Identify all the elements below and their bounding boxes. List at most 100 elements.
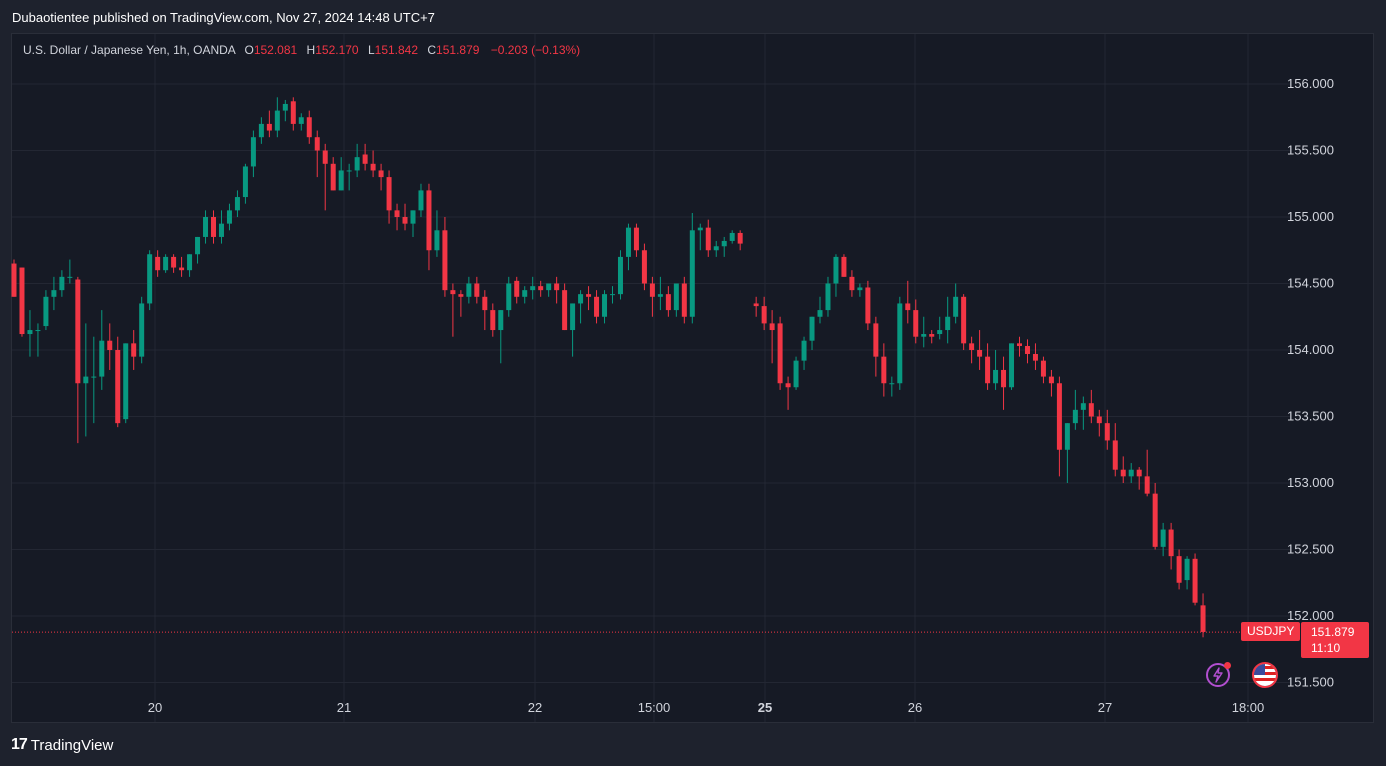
candle	[442, 217, 448, 297]
published-header: Dubaotientee published on TradingView.co…	[12, 10, 435, 25]
candle-body	[1088, 403, 1094, 417]
candle	[1048, 369, 1054, 397]
tradingview-brand[interactable]: 17 TradingView	[11, 736, 113, 754]
time-tick-label: 27	[1098, 700, 1112, 715]
candle-body	[713, 246, 719, 251]
candle-body	[179, 267, 185, 271]
candle-body	[394, 210, 400, 217]
candle-body	[769, 323, 775, 331]
candle-body	[1056, 383, 1062, 450]
candle	[490, 303, 496, 337]
candle-body	[673, 283, 679, 311]
candle	[506, 276, 512, 317]
candle	[1144, 449, 1150, 497]
candle-body	[546, 283, 552, 291]
candle-body	[458, 294, 464, 297]
candle-body	[761, 306, 767, 324]
candle-body	[19, 267, 25, 335]
open-value: 152.081	[253, 43, 298, 57]
candle-body	[1160, 529, 1166, 547]
candle	[554, 276, 560, 304]
candle	[873, 316, 879, 377]
candle	[322, 143, 328, 211]
candle-body	[506, 283, 512, 311]
candle	[1024, 339, 1030, 364]
candle-body	[530, 286, 536, 291]
candle-body	[474, 283, 480, 297]
price-tick-label: 151.500	[1287, 675, 1334, 690]
candle-body	[1024, 346, 1030, 354]
candle-body	[833, 256, 839, 284]
candle-body	[298, 117, 304, 124]
candle	[314, 130, 320, 178]
candle	[362, 143, 368, 171]
candle-body	[857, 287, 863, 291]
candle-body	[1184, 558, 1190, 581]
candle-body	[354, 157, 360, 171]
candle-body	[139, 303, 145, 357]
price-tick-label: 152.500	[1287, 542, 1334, 557]
candle-body	[418, 190, 424, 211]
candle-body	[1144, 476, 1150, 494]
bolt-icon[interactable]	[1206, 662, 1231, 687]
candle	[131, 330, 137, 370]
brand-name: TradingView	[30, 736, 114, 754]
candle	[1192, 553, 1198, 606]
candle-body	[1009, 343, 1015, 388]
bar-countdown: 11:10	[1311, 641, 1341, 655]
candle	[586, 286, 592, 311]
candle-body	[961, 296, 967, 344]
candle	[1040, 356, 1046, 384]
candle-body	[602, 294, 608, 317]
candle	[625, 223, 631, 271]
candle	[945, 296, 951, 344]
candle	[282, 99, 288, 122]
us-flag-icon[interactable]	[1252, 662, 1278, 688]
candle-body	[705, 227, 711, 251]
candle	[546, 283, 552, 297]
candle	[633, 223, 639, 257]
candle	[274, 97, 280, 138]
candle-body	[801, 340, 807, 361]
candle	[59, 270, 65, 297]
candle	[785, 376, 791, 410]
candle	[817, 296, 823, 324]
candle-body	[969, 343, 975, 350]
candle	[857, 283, 863, 297]
candle	[330, 157, 336, 191]
candle	[937, 316, 943, 340]
candle	[1200, 593, 1206, 638]
candle	[67, 259, 73, 284]
candle	[1184, 556, 1190, 590]
candle	[809, 316, 815, 350]
candle-body	[977, 350, 983, 357]
candle	[250, 130, 256, 178]
candle-body	[586, 294, 592, 297]
price-tick-label: 154.000	[1287, 342, 1334, 357]
candle	[1136, 467, 1142, 490]
time-tick-label: 21	[337, 700, 351, 715]
candle-body	[51, 290, 57, 297]
chart-area[interactable]	[11, 33, 1374, 723]
candle	[993, 350, 999, 390]
time-tick-label: 18:00	[1232, 700, 1265, 715]
price-tick-label: 156.000	[1287, 76, 1334, 91]
time-tick-label: 15:00	[638, 700, 671, 715]
close-label: C	[427, 43, 437, 57]
candle-body	[378, 170, 384, 178]
candle	[737, 230, 743, 251]
candle-body	[1176, 556, 1182, 583]
symbol-title[interactable]: U.S. Dollar / Japanese Yen, 1h, OANDA	[23, 43, 236, 57]
candle	[761, 296, 767, 331]
candle	[602, 290, 608, 324]
candle-body	[777, 323, 783, 384]
price-tick-label: 154.500	[1287, 276, 1334, 291]
candle	[665, 286, 671, 317]
candle	[610, 286, 615, 304]
candle-body	[99, 340, 105, 377]
grid-layer	[12, 34, 1290, 722]
candle	[793, 356, 799, 390]
candle-body	[905, 303, 911, 311]
candle	[769, 310, 775, 364]
